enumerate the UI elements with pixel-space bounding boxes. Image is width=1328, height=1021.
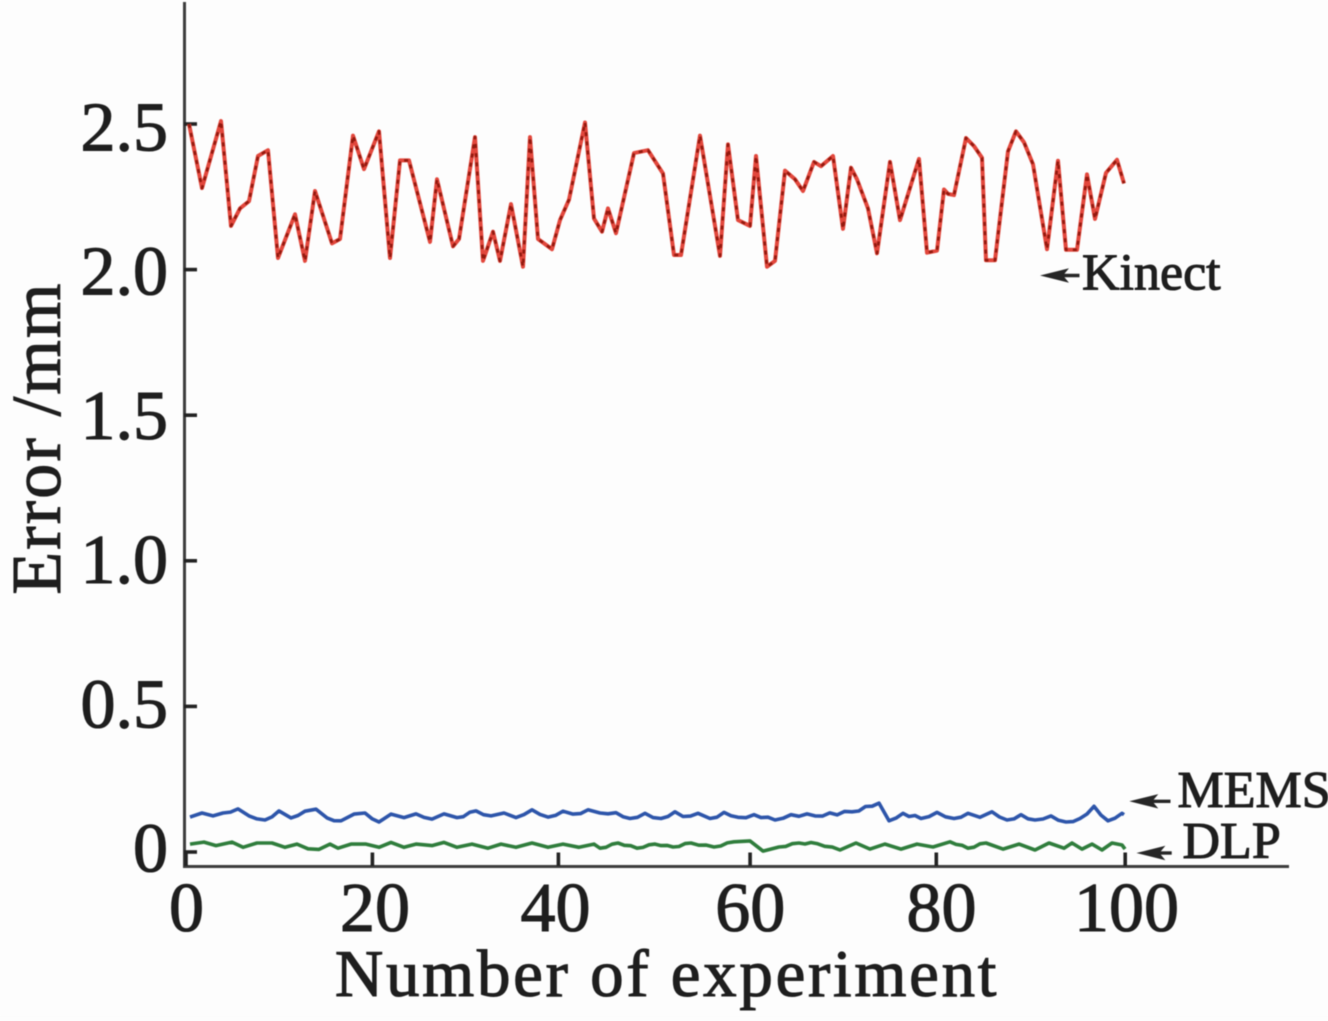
svg-text:1.5: 1.5 <box>81 378 169 455</box>
svg-text:DLP: DLP <box>1183 813 1281 870</box>
svg-text:MEMS: MEMS <box>1178 762 1328 819</box>
svg-text:40: 40 <box>521 870 591 947</box>
svg-text:1.0: 1.0 <box>81 522 169 599</box>
svg-text:2.5: 2.5 <box>81 89 169 166</box>
svg-text:100: 100 <box>1074 870 1179 947</box>
svg-text:Number of experiment: Number of experiment <box>335 937 999 1011</box>
svg-text:20: 20 <box>340 870 410 947</box>
svg-text:Kinect: Kinect <box>1082 245 1221 302</box>
svg-text:80: 80 <box>907 870 977 947</box>
svg-text:0: 0 <box>169 870 204 947</box>
svg-text:2.0: 2.0 <box>81 234 169 311</box>
svg-text:60: 60 <box>715 870 785 947</box>
svg-text:0.5: 0.5 <box>81 666 169 743</box>
svg-text:0: 0 <box>133 811 168 888</box>
svg-text:Error /mm: Error /mm <box>0 281 76 594</box>
